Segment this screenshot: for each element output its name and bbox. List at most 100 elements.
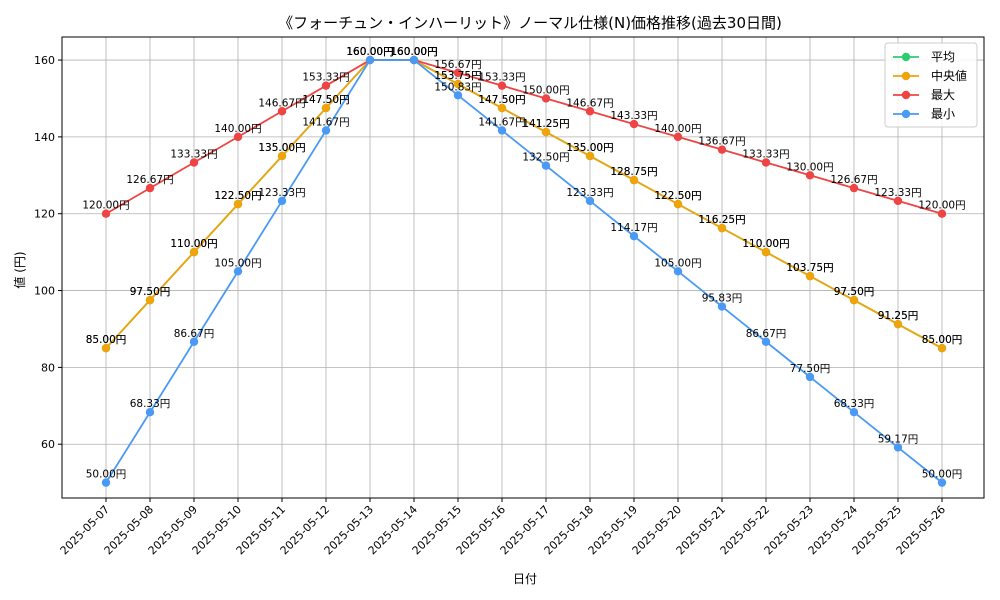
series-layer [101,55,947,487]
data-label: 143.33円 [610,110,657,122]
y-tick-label: 140 [34,131,55,144]
data-point [497,126,507,135]
data-label: 126.67円 [830,174,877,186]
data-label: 68.33円 [130,398,171,410]
y-axis-ticks: 60 80 100 120 140 160 [34,54,62,451]
data-point [189,247,199,257]
data-label: 123.33円 [874,187,921,199]
data-label: 77.50円 [790,363,831,375]
data-label: 85.00円 [922,334,963,346]
data-point [937,478,947,487]
data-label: 160.00円 [390,46,437,58]
data-point [805,171,815,180]
data-point [893,443,903,452]
data-label: 103.75円 [786,262,833,274]
data-label: 133.33円 [170,149,217,161]
legend-label: 最大 [931,88,955,102]
data-point [805,372,815,382]
data-label: 122.50円 [214,190,261,202]
data-label: 147.50円 [478,94,525,106]
data-point [673,132,683,142]
data-label: 68.33円 [834,398,875,410]
data-label: 135.00円 [566,142,613,154]
data-point [233,267,243,276]
chart-title: 《フォーチュン・インハーリット》ノーマル仕様(N)価格推移(過去30日間) [278,14,782,32]
data-point [673,267,683,276]
data-label: 147.50円 [478,94,525,106]
data-point [805,271,815,281]
y-axis-label: 値 (円) [12,251,27,288]
data-label: 120.00円 [918,200,965,212]
data-point [937,209,947,218]
legend-marker [901,71,911,81]
data-label: 133.33円 [742,149,789,161]
data-label: 103.75円 [786,262,833,274]
data-label: 126.67円 [126,174,173,186]
data-point [761,247,771,257]
data-label: 110.00円 [742,238,789,250]
data-point [937,343,947,353]
data-label: 110.00円 [170,238,217,250]
data-point [541,161,551,170]
data-label: 97.50円 [834,286,875,298]
series-line [105,59,943,349]
data-label: 123.33円 [566,187,613,199]
data-point [541,94,551,103]
data-point [717,223,727,233]
data-label: 128.75円 [610,166,657,178]
data-label: 50.00円 [922,469,963,481]
data-point [585,107,595,116]
data-label: 153.33円 [302,72,349,84]
data-label: 147.50円 [302,94,349,106]
data-label: 114.17円 [610,222,657,234]
legend-marker [901,109,911,119]
data-label: 85.00円 [86,334,127,346]
data-label: 153.75円 [434,70,481,82]
data-label: 122.50円 [214,190,261,202]
data-label: 123.33円 [258,187,305,199]
data-label: 50.00円 [86,469,127,481]
data-point [497,81,507,90]
data-point [585,151,595,161]
data-point [849,183,859,193]
data-label: 156.67円 [434,59,481,71]
y-tick-label: 60 [41,438,55,451]
x-axis-ticks: 2025-05-072025-05-082025-05-092025-05-10… [58,498,948,557]
series-line [105,59,943,484]
data-label: 120.00円 [82,200,129,212]
data-label: 59.17円 [878,433,919,445]
data-label: 135.00円 [566,142,613,154]
data-point [849,408,859,417]
data-label: 97.50円 [130,286,171,298]
data-label: 140.00円 [214,123,261,135]
data-label: 153.33円 [478,72,525,84]
data-label: 97.50円 [834,286,875,298]
data-point [145,183,155,193]
data-point [101,209,111,218]
data-point [189,158,199,167]
series-line [105,59,943,215]
y-tick-label: 80 [41,361,55,374]
data-label: 128.75円 [610,166,657,178]
data-point [453,79,463,89]
series-最大 [101,55,947,218]
series-最小 [101,55,947,487]
data-label: 141.67円 [302,116,349,128]
data-label: 150.00円 [522,84,569,96]
legend-box [884,42,978,128]
data-label: 160.00円 [390,46,437,58]
data-label: 135.00円 [258,142,305,154]
data-point [893,196,903,206]
data-label: 116.25円 [698,214,745,226]
data-point [849,295,859,305]
y-tick-label: 160 [34,54,55,67]
data-point [717,145,727,154]
data-label: 160.00円 [390,46,437,58]
data-label: 116.25円 [698,214,745,226]
data-label: 160.00円 [346,46,393,58]
x-axis-label: 日付 [513,572,537,586]
data-point [717,302,727,311]
data-label: 130.00円 [786,161,833,173]
